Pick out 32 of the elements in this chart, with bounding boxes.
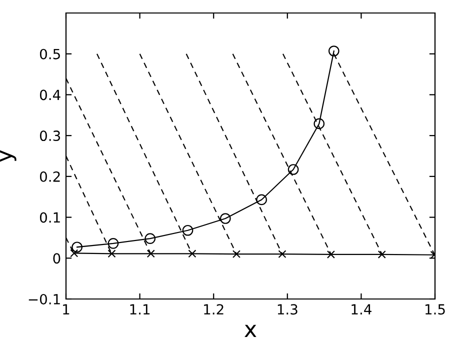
x-axis-title: x (244, 324, 256, 337)
point (108, 250, 116, 258)
x-tick-label: 1.3 (278, 304, 298, 315)
y-tick-label: 0 (53, 253, 60, 264)
point (232, 250, 241, 258)
x-tick-label: 1 (63, 304, 70, 314)
point (70, 249, 78, 258)
y-tick-label: 0.3 (40, 130, 60, 142)
x-tick-label: 1.4 (352, 304, 372, 314)
point (328, 46, 340, 56)
y-tick-label: −0.1 (28, 294, 60, 304)
point (256, 194, 267, 206)
point (220, 213, 231, 224)
x-tick-label: 1.5 (425, 304, 445, 315)
y-axis-title: y (0, 150, 16, 162)
point (144, 233, 156, 244)
y-tick-label: 0.4 (40, 90, 60, 100)
point (288, 164, 299, 175)
point (314, 118, 325, 130)
point (182, 224, 194, 236)
point (188, 250, 196, 258)
x-tick-label: 1.2 (204, 304, 224, 314)
y-tick-label: 0.1 (40, 212, 60, 223)
point (278, 250, 286, 258)
point (72, 242, 82, 253)
x-tick-label: 1.1 (130, 304, 150, 314)
point (146, 250, 155, 258)
point (378, 250, 386, 258)
point (108, 238, 119, 249)
point (326, 250, 335, 258)
y-tick-label: 0.5 (40, 48, 60, 60)
y-tick-label: 0.2 (40, 171, 60, 182)
